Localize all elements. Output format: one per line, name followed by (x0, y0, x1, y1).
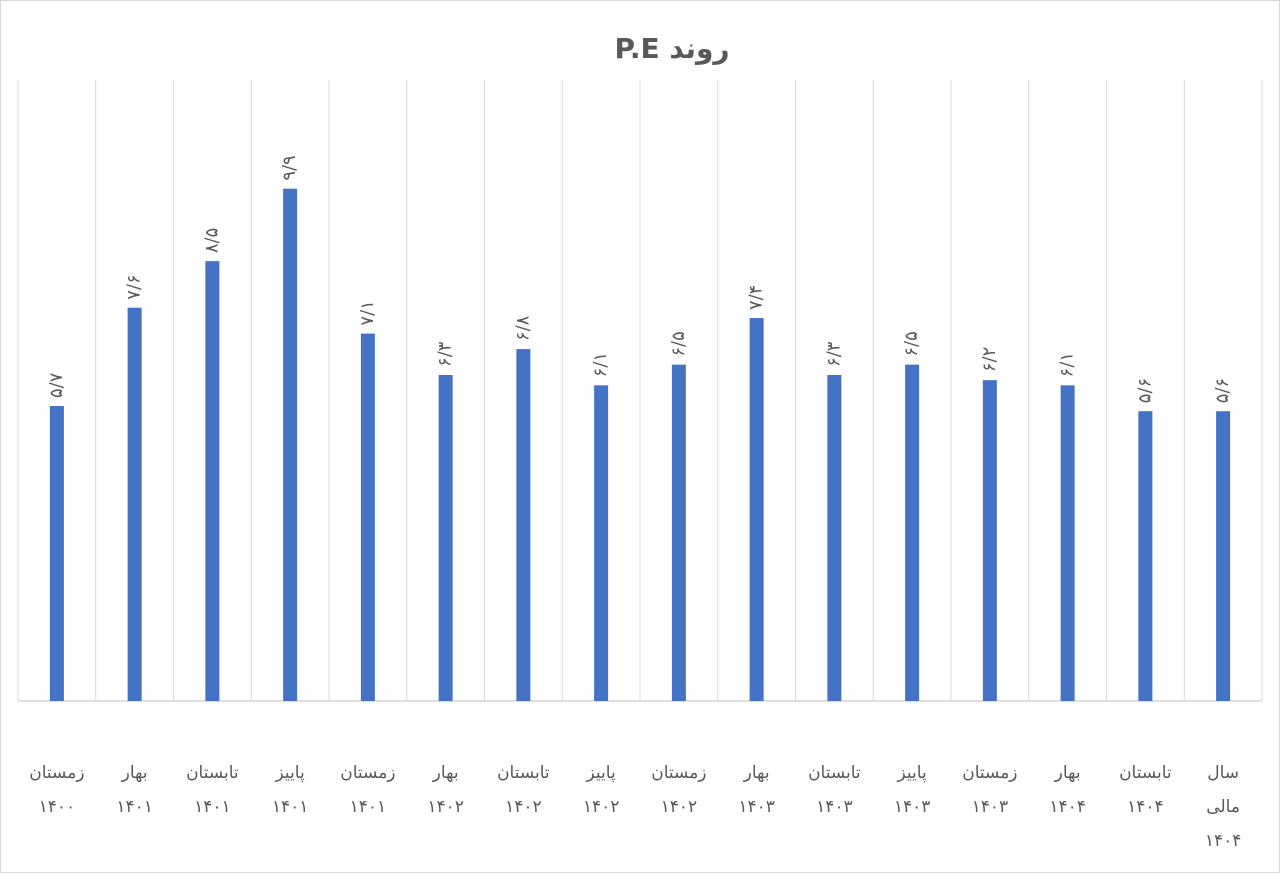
data-label: ۸/۵ (201, 228, 222, 253)
data-label: ۶/۱ (590, 352, 611, 377)
x-tick-label: ۱۴۰۳ (972, 797, 1009, 817)
x-tick-label: ۱۴۰۰ (39, 797, 76, 817)
bar (594, 385, 609, 701)
x-tick-label: مالی (1206, 797, 1240, 817)
x-tick-label: بهار (432, 763, 459, 783)
bar (360, 333, 375, 701)
x-tick-label: ۱۴۰۴ (1127, 797, 1164, 817)
x-tick-label: پاییز (586, 763, 616, 783)
x-tick-label: زمستان (962, 763, 1017, 783)
bar (905, 364, 920, 701)
data-label: ۵/۷ (46, 372, 67, 398)
x-tick-label: ۱۴۰۲ (661, 797, 698, 817)
chart-title: روند P.E (614, 32, 729, 65)
bar (283, 188, 298, 702)
data-label: ۶/۸ (512, 315, 533, 341)
x-tick-label: تابستان (808, 763, 861, 783)
x-tick-label: ۱۴۰۲ (583, 797, 620, 817)
bar (205, 261, 220, 701)
data-label: ۶/۵ (901, 331, 922, 356)
x-tick-label: زمستان (340, 763, 395, 783)
bar (1216, 411, 1231, 701)
x-tick-label: بهار (1054, 763, 1081, 783)
x-tick-label: ۱۴۰۲ (427, 797, 464, 817)
bar (49, 406, 64, 701)
data-label: ۷/۴ (746, 285, 767, 310)
bar (127, 307, 142, 701)
data-label: ۷/۱ (357, 300, 378, 325)
x-tick-label: ۱۴۰۱ (194, 797, 231, 817)
bar (749, 318, 764, 701)
x-tick-label: سال (1207, 763, 1239, 783)
data-label: ۶/۲ (979, 347, 1000, 372)
x-tick-label: پاییز (897, 763, 927, 783)
bar (827, 374, 842, 701)
x-tick-label: بهار (121, 763, 148, 783)
x-tick-label: ۱۴۰۲ (505, 797, 542, 817)
data-label: ۵/۶ (1134, 378, 1155, 403)
data-label: ۶/۳ (435, 341, 456, 367)
data-label: ۶/۵ (668, 331, 689, 356)
bar (1138, 411, 1153, 701)
x-tick-label: تابستان (186, 763, 239, 783)
x-tick-label: ۱۴۰۳ (894, 797, 931, 817)
x-tick-label: ۱۴۰۳ (816, 797, 853, 817)
x-tick-label: پاییز (275, 763, 305, 783)
x-tick-label: زمستان (29, 763, 84, 783)
bar (438, 374, 453, 701)
data-label: ۷/۶ (124, 274, 145, 299)
x-tick-label: زمستان (651, 763, 706, 783)
x-tick-label: ۱۴۰۱ (116, 797, 153, 817)
x-tick-label: ۱۴۰۴ (1205, 831, 1242, 851)
bar (671, 364, 686, 701)
bar (516, 349, 531, 701)
bar (982, 380, 997, 701)
x-tick-label: ۱۴۰۱ (350, 797, 387, 817)
data-label: ۵/۶ (1212, 378, 1233, 403)
bar (1060, 385, 1075, 701)
data-label: ۶/۳ (823, 341, 844, 367)
x-tick-label: ۱۴۰۱ (272, 797, 309, 817)
x-tick-label: بهار (743, 763, 770, 783)
x-tick-label: ۱۴۰۴ (1049, 797, 1086, 817)
data-label: ۶/۱ (1057, 352, 1078, 377)
x-tick-label: ۱۴۰۳ (738, 797, 775, 817)
x-tick-label: تابستان (1119, 763, 1172, 783)
data-label: ۹/۹ (279, 155, 300, 180)
x-tick-label: تابستان (497, 763, 550, 783)
